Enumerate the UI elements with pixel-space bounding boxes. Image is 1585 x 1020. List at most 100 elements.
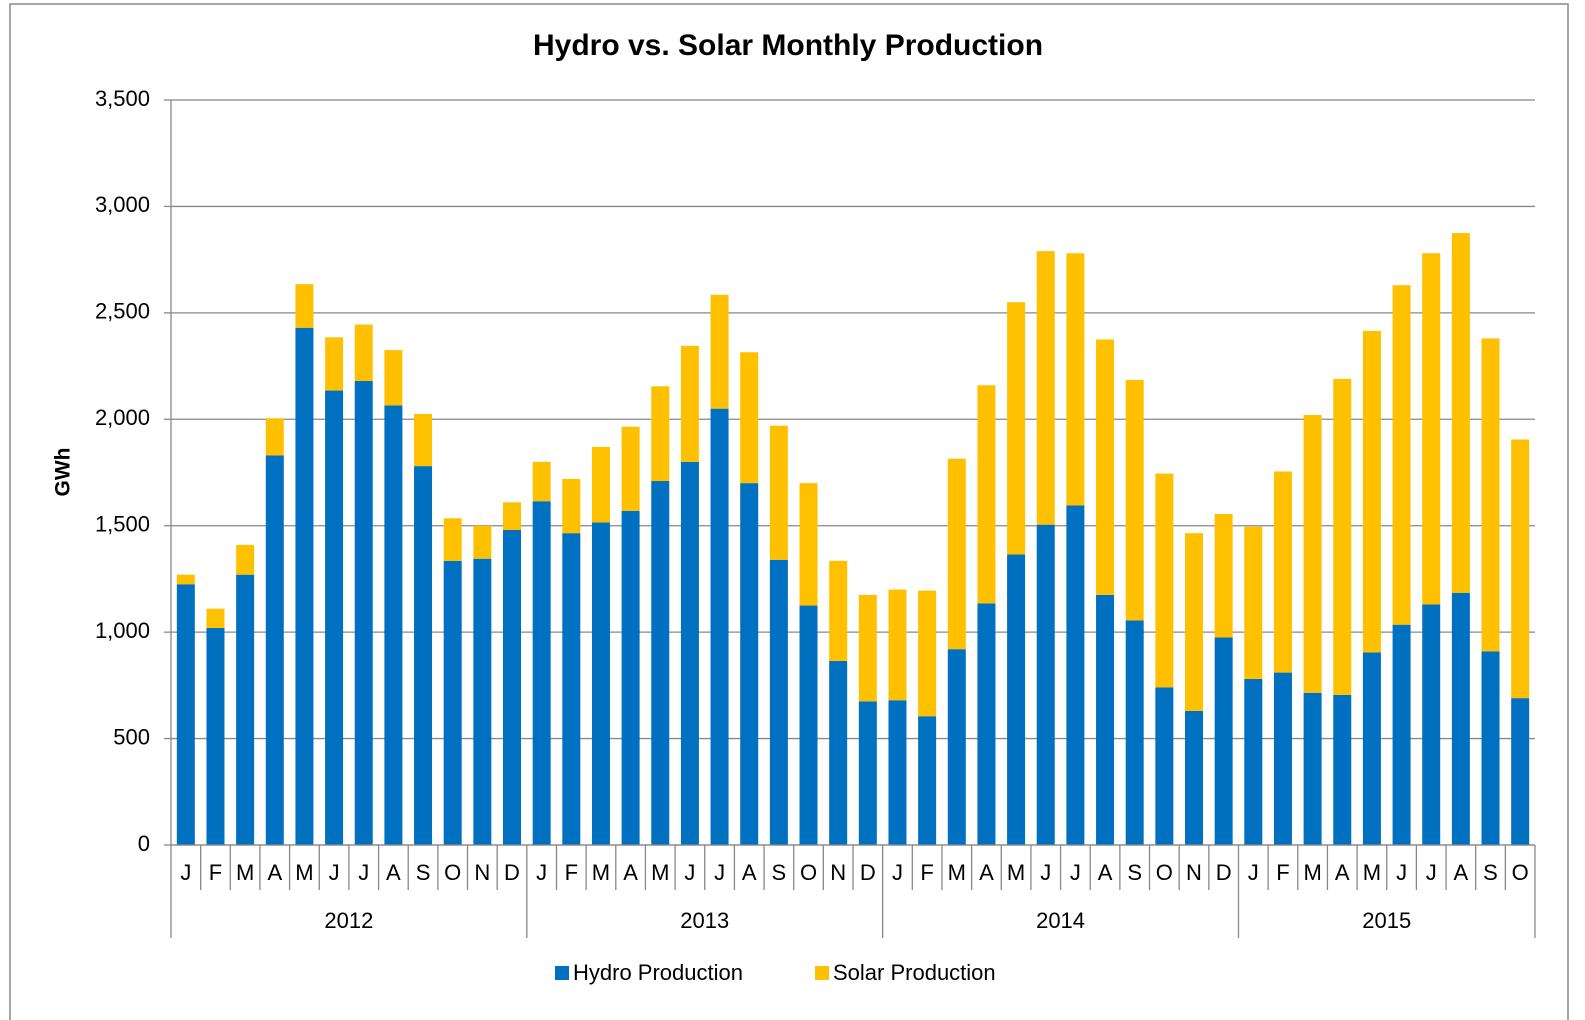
x-tick-label: J [1070, 860, 1081, 885]
bar-segment [1185, 710, 1203, 845]
bar-segment [829, 560, 848, 661]
x-tick-label: M [1363, 860, 1381, 885]
y-tick-label: 2,500 [95, 299, 150, 324]
bar-segment [503, 502, 521, 530]
bar-segment [1303, 415, 1322, 693]
bar-segment [206, 608, 225, 628]
year-label: 2013 [680, 908, 729, 933]
x-tick-label: J [1396, 860, 1407, 885]
bar-segment [176, 584, 195, 845]
bar-segment [799, 605, 818, 845]
bar-segment [325, 337, 344, 391]
bar-segment [1214, 637, 1233, 845]
bar-segment [443, 518, 462, 561]
y-tick-label: 3,500 [95, 86, 150, 111]
legend-label: Hydro Production [573, 960, 743, 985]
x-tick-label: N [830, 860, 846, 885]
bar-segment [1451, 233, 1470, 593]
x-tick-label: S [416, 860, 431, 885]
x-tick-label: J [892, 860, 903, 885]
bar-segment [295, 327, 314, 845]
bar-segment [1155, 473, 1174, 688]
x-tick-label: D [504, 860, 520, 885]
bar-segment [947, 458, 966, 650]
bar-segment [503, 529, 521, 845]
bar-segment [176, 574, 195, 585]
x-tick-label: A [623, 860, 638, 885]
x-tick-label: D [860, 860, 876, 885]
x-tick-label: J [1426, 860, 1437, 885]
bar-segment [473, 525, 492, 559]
bar-segment [1125, 379, 1144, 621]
x-tick-label: S [1127, 860, 1142, 885]
bar-segment [947, 649, 966, 845]
bar-segment [651, 481, 670, 845]
bar-segment [414, 413, 433, 467]
x-tick-label: A [1335, 860, 1350, 885]
x-tick-label: J [1248, 860, 1259, 885]
legend-swatch [815, 966, 829, 980]
x-tick-label: M [1007, 860, 1025, 885]
x-tick-label: F [565, 860, 578, 885]
x-tick-label: S [772, 860, 787, 885]
x-tick-label: O [800, 860, 817, 885]
bar-segment [591, 446, 610, 523]
bar-segment [769, 425, 788, 560]
bar-segment [740, 352, 759, 484]
chart-title: Hydro vs. Solar Monthly Production [533, 29, 1043, 62]
x-tick-label: F [1276, 860, 1289, 885]
y-tick-label: 1,000 [95, 618, 150, 643]
bar-segment [888, 700, 907, 845]
bar-segment [1066, 253, 1085, 506]
bar-segment [1362, 330, 1381, 653]
bar-segment [680, 461, 699, 845]
x-tick-label: J [358, 860, 369, 885]
bar-segment [1362, 652, 1381, 845]
bar-segment [680, 345, 699, 462]
y-tick-label: 500 [113, 724, 150, 749]
bar-segment [1125, 620, 1144, 845]
bar-segment [1036, 524, 1055, 845]
x-tick-label: J [714, 860, 725, 885]
bar-segment [295, 284, 314, 328]
bar-segment [1422, 604, 1441, 845]
bar-segment [858, 594, 877, 702]
x-tick-label: J [1040, 860, 1051, 885]
x-tick-label: A [1454, 860, 1469, 885]
x-tick-label: A [1098, 860, 1113, 885]
bar-segment [1333, 694, 1352, 845]
bar-segment [1511, 698, 1530, 845]
bar-segment [532, 501, 551, 845]
bar-segment [1333, 378, 1352, 695]
bar-segment [621, 510, 640, 845]
bar-segment [265, 418, 284, 456]
bar-segment [236, 574, 255, 845]
bar-segment [740, 483, 759, 845]
year-label: 2015 [1362, 908, 1411, 933]
x-tick-label: O [1512, 860, 1529, 885]
bar-segment [1273, 672, 1292, 845]
bar-segment [1214, 514, 1233, 638]
bar-segment [829, 660, 848, 845]
bar-segment [1422, 253, 1441, 605]
bar-segment [1451, 592, 1470, 845]
bar-segment [1155, 687, 1174, 845]
bar-segment [1511, 439, 1530, 699]
x-tick-label: S [1483, 860, 1498, 885]
bar-segment [443, 560, 462, 845]
bar-segment [888, 589, 907, 701]
x-tick-label: O [444, 860, 461, 885]
bar-segment [1481, 338, 1500, 652]
bar-segment [710, 408, 729, 845]
bar-segment [236, 544, 255, 575]
bar-segment [1066, 505, 1085, 845]
y-tick-label: 0 [138, 831, 150, 856]
bar-segment [1036, 251, 1055, 525]
bar-segment [858, 701, 877, 845]
bar-segment [532, 461, 551, 502]
x-tick-label: N [474, 860, 490, 885]
bar-segment [1392, 285, 1411, 625]
bar-segment [384, 350, 403, 406]
y-tick-label: 1,500 [95, 512, 150, 537]
year-label: 2012 [324, 908, 373, 933]
